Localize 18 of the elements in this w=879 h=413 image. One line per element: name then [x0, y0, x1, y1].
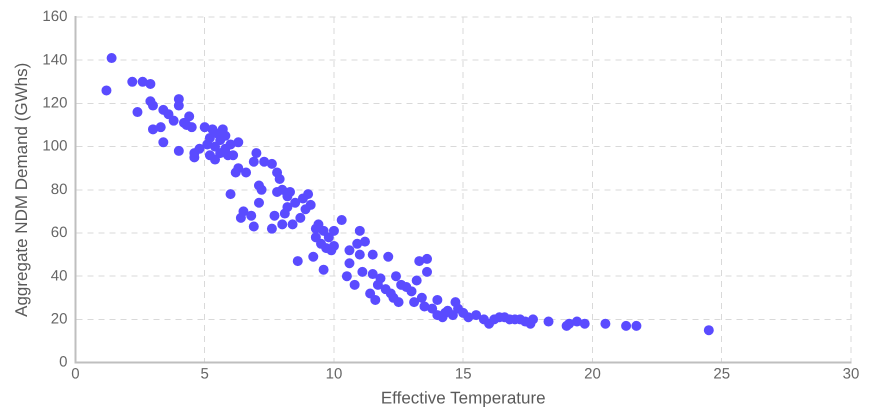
x-tick-label: 5: [200, 366, 209, 383]
y-tick-label: 80: [50, 180, 68, 198]
x-axis-title: Effective Temperature: [380, 388, 546, 408]
y-tick-label: 20: [50, 310, 68, 328]
x-tick-label: 0: [71, 366, 80, 383]
y-tick-label: 100: [42, 138, 68, 155]
x-tick-label: 25: [713, 366, 730, 383]
y-tick-label: 140: [42, 51, 68, 68]
y-tick-label: 40: [50, 267, 68, 284]
y-tick-label: 60: [50, 224, 68, 242]
y-tick-label: 160: [42, 8, 68, 26]
y-tick-label: 120: [42, 94, 68, 112]
y-tick-label: 0: [59, 354, 68, 371]
x-tick-label: 30: [842, 366, 860, 383]
x-tick-label: 20: [584, 366, 601, 383]
y-axis-title: Aggregate NDM Demand (GWhs): [12, 62, 31, 317]
x-tick-label: 15: [454, 366, 472, 383]
x-tick-label: 10: [326, 366, 342, 383]
